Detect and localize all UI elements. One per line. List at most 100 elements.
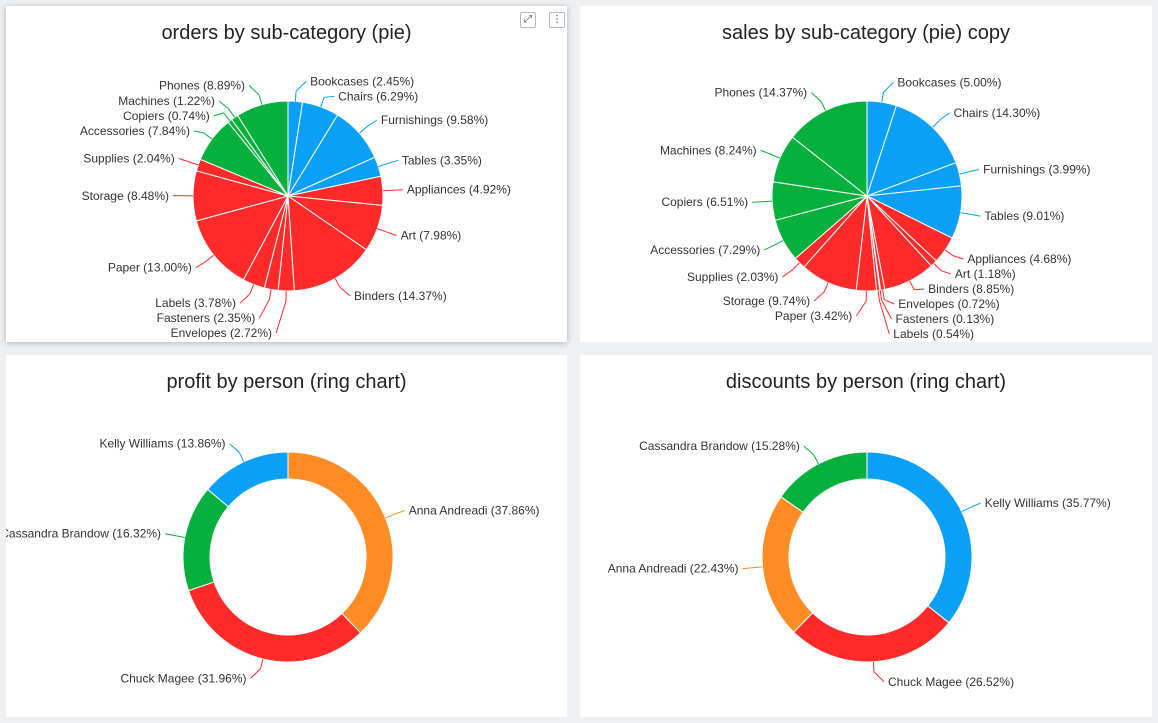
data-label: Fasteners (0.13%) [896,312,995,326]
chart-title: profit by person (ring chart) [166,371,407,393]
label-leader-line [334,278,351,297]
chart-title: orders by sub-category (pie) [161,22,412,44]
slice-kelly-williams[interactable] [866,451,973,624]
data-label: Envelopes (2.72%) [171,326,272,340]
chart-panel-sales[interactable]: sales by sub-category (pie) copy Bookcas… [580,6,1152,342]
label-leader-line [881,82,894,103]
slice-cassandra-brandow[interactable] [780,451,868,513]
label-leader-line [932,112,950,128]
chart-title: discounts by person (ring chart) [725,371,1007,393]
more-vertical-icon[interactable]: ⋮ [549,12,565,28]
data-label: Phones (8.89%) [159,78,245,92]
data-label: Envelopes (0.72%) [898,297,999,311]
label-leader-line [877,290,890,335]
chart-panel-profit[interactable]: profit by person (ring chart) Anna Andre… [6,355,567,717]
data-label: Art (1.18%) [955,267,1016,281]
label-leader-line [752,200,773,203]
label-leader-line [178,158,199,166]
label-leader-line [218,100,236,118]
label-leader-line [382,189,403,192]
data-label: Chairs (14.30%) [954,106,1041,120]
label-leader-line [320,95,335,107]
slice-binders[interactable] [287,195,368,292]
label-leader-line [378,159,398,168]
label-leader-line [960,212,981,217]
data-label: Chuck Magee (31.96%) [120,671,246,685]
label-leader-line [193,130,213,140]
data-label: Appliances (4.68%) [967,252,1071,266]
data-label: Furnishings (3.99%) [983,162,1090,176]
label-leader-line [879,290,892,320]
label-leader-line [229,443,245,463]
data-label: Paper (13.00%) [108,261,192,275]
label-leader-line [742,566,763,570]
label-leader-line [882,289,895,305]
label-leader-line [239,284,255,304]
data-label: Art (7.98%) [401,228,462,242]
data-label: Bookcases (5.00%) [897,75,1001,89]
data-label: Copiers (0.74%) [123,109,210,123]
label-leader-line [872,661,885,683]
data-label: Tables (3.35%) [402,153,482,167]
data-label: Labels (0.54%) [893,327,974,341]
slice-anna-andreadi[interactable] [287,451,394,634]
label-leader-line [359,119,378,134]
slice-cassandra-brandow[interactable] [182,488,230,592]
label-leader-line [250,658,264,679]
chart-panel-orders[interactable]: orders by sub-category (pie) Bookcases (… [6,6,567,342]
data-label: Accessories (7.29%) [650,243,760,257]
label-leader-line [782,262,800,278]
label-leader-line [813,282,829,302]
slice-chuck-magee[interactable] [793,605,950,663]
data-label: Machines (1.22%) [118,94,215,108]
label-leader-line [760,149,781,159]
expand-icon[interactable]: ⤢ [520,12,536,28]
data-label: Chairs (6.29%) [338,89,418,103]
label-leader-line [258,289,272,319]
slice-phones[interactable] [791,100,868,198]
label-leader-line [810,92,827,111]
pie-chart-sales[interactable]: Bookcases (5.00%) Chairs (14.30%) Furnishi… [580,6,1152,342]
slice-anna-andreadi[interactable] [761,496,814,633]
data-label: Anna Andreadi (22.43%) [608,562,739,576]
label-leader-line [855,290,867,317]
label-leader-line [933,263,952,275]
data-label: Anna Andreadi (37.86%) [409,503,540,517]
data-label: Fasteners (2.35%) [157,311,256,325]
data-label: Copiers (6.51%) [661,195,748,209]
data-label: Accessories (7.84%) [80,124,190,138]
slice-phones[interactable] [236,100,289,198]
data-label: Storage (8.48%) [82,189,169,203]
label-leader-line [764,240,784,251]
label-leader-line [195,254,215,269]
data-label: Bookcases (2.45%) [310,74,414,88]
chart-title: sales by sub-category (pie) copy [722,22,1010,44]
data-label: Phones (14.37%) [714,86,807,100]
data-label: Paper (3.42%) [775,309,852,323]
data-label: Binders (8.85%) [928,282,1014,296]
slice-kelly-williams[interactable] [206,451,289,508]
data-label: Labels (3.78%) [155,296,236,310]
label-leader-line [275,290,287,334]
chart-panel-discounts[interactable]: discounts by person (ring chart) Kelly W… [580,355,1152,717]
data-label: Kelly Williams (35.77%) [985,496,1111,510]
data-label: Binders (14.37%) [354,289,447,303]
label-leader-line [164,533,185,538]
label-leader-line [213,112,231,122]
data-label: Appliances (4.92%) [407,183,511,197]
label-leader-line [248,85,263,105]
slice-chairs[interactable] [866,105,957,197]
data-label: Chuck Magee (26.52%) [888,675,1014,689]
ring-chart-profit[interactable]: Anna Andreadi (37.86%) Kelly Williams (13… [6,355,567,717]
label-leader-line [803,445,819,465]
label-leader-line [385,510,405,519]
slice-chuck-magee[interactable] [187,581,362,663]
pie-chart-orders[interactable]: Bookcases (2.45%)Chairs (6.29%) Furnishin… [6,6,567,342]
data-label: Machines (8.24%) [660,143,757,157]
data-label: Supplies (2.03%) [687,270,778,284]
data-label: Furnishings (9.58%) [381,113,488,127]
label-leader-line [377,228,397,236]
data-label: Kelly Williams (13.86%) [99,437,225,451]
label-leader-line [961,502,981,513]
ring-chart-discounts[interactable]: Kelly Williams (35.77%) Chuck Magee (26.5… [580,355,1152,717]
